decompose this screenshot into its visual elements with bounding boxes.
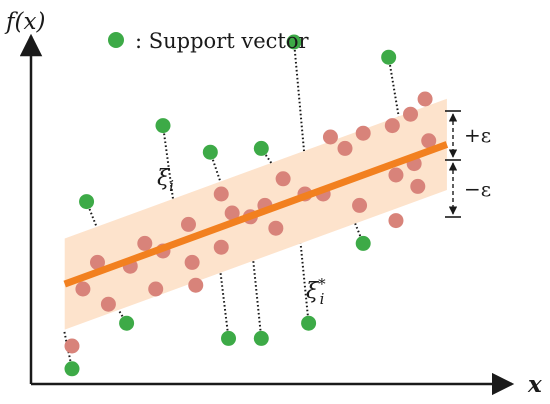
sample-point	[355, 125, 371, 141]
support-vector-point	[79, 194, 95, 210]
support-vector-point	[64, 361, 80, 377]
support-vector-point	[221, 330, 237, 346]
slack-line	[162, 125, 174, 200]
support-vector-points	[64, 34, 397, 377]
sample-point	[421, 133, 437, 149]
sample-point	[417, 91, 433, 107]
slack-line	[219, 272, 230, 339]
slack-line	[260, 147, 273, 164]
slack-line	[387, 57, 400, 117]
sample-point	[213, 239, 229, 255]
epsilon-brackets: +ε −ε	[445, 110, 491, 218]
sample-point	[89, 254, 105, 270]
sample-point	[268, 220, 284, 236]
regression-line	[63, 141, 449, 288]
sample-point	[224, 205, 240, 221]
legend-label: : Support vector	[135, 29, 309, 53]
xi-label: ξi	[157, 166, 174, 195]
support-vector-point	[253, 330, 269, 346]
legend: : Support vector	[108, 29, 309, 53]
sample-point	[148, 281, 164, 297]
sample-point	[384, 118, 400, 134]
slack-lines	[63, 41, 400, 370]
sample-point	[64, 338, 80, 354]
support-vector-point	[253, 140, 269, 156]
sample-point	[184, 254, 200, 270]
sample-point	[75, 281, 91, 297]
slack-line	[117, 309, 128, 324]
slack-line	[299, 243, 310, 324]
y-axis-label: f(x)	[4, 9, 45, 35]
support-vector-point	[381, 49, 397, 65]
sample-point	[100, 296, 116, 312]
sample-point	[352, 197, 368, 213]
plus-eps-label: +ε	[464, 123, 491, 147]
slack-line	[252, 260, 263, 339]
sample-point	[275, 171, 291, 187]
sample-point	[403, 106, 419, 122]
sample-point	[388, 167, 404, 183]
support-vector-point	[286, 34, 302, 50]
sample-point	[180, 216, 196, 232]
sample-point	[137, 235, 153, 251]
xi-star-label: ξ* i	[306, 275, 326, 308]
sample-point	[188, 277, 204, 293]
sample-point	[337, 140, 353, 156]
sample-point	[213, 186, 229, 202]
support-vector-point	[155, 118, 171, 134]
sample-point	[388, 213, 404, 229]
sample-point	[410, 178, 426, 194]
x-axis-label: x	[527, 371, 542, 398]
support-vector-point	[301, 315, 317, 331]
legend-support-vector-icon	[108, 32, 124, 48]
support-vector-point	[202, 144, 218, 160]
slack-line	[63, 329, 73, 370]
support-vector-point	[355, 235, 371, 251]
minus-eps-label: −ε	[464, 177, 491, 201]
slack-line	[293, 41, 306, 152]
sample-point	[322, 129, 338, 145]
support-vector-point	[119, 315, 135, 331]
